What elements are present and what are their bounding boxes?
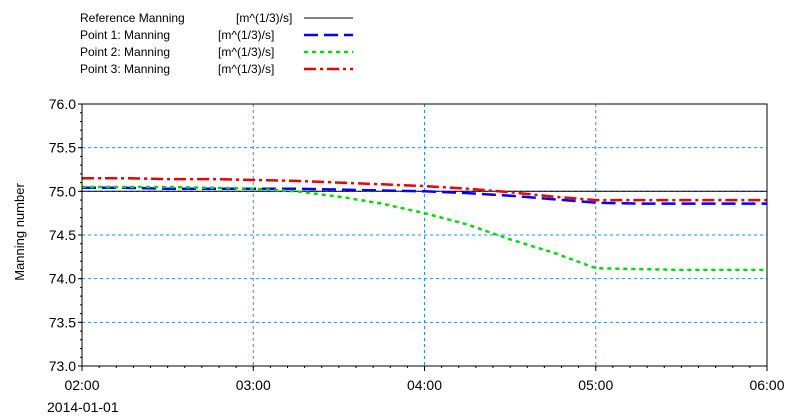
y-tick-label: 73.5: [49, 314, 76, 330]
x-tick-label: 04:00: [407, 377, 442, 393]
x-tick-label: 02:00: [64, 377, 99, 393]
y-tick-label: 73.0: [49, 358, 76, 374]
legend-unit: [m^(1/3)/s]: [218, 45, 274, 59]
series-layer: [82, 176, 767, 272]
legend-unit: [m^(1/3)/s]: [218, 28, 274, 42]
series-line-3: [82, 185, 767, 272]
x-tick-label: 05:00: [578, 377, 613, 393]
plot-border: [81, 103, 768, 367]
legend-unit: [m^(1/3)/s]: [218, 62, 274, 76]
x-tick-label: 06:00: [749, 377, 784, 393]
axes: 73.0 73.5 74.0 74.5 75.0 75.5 76.0 02:00 03:00 04…: [49, 96, 785, 393]
x-axis-date-label: 2014-01-01: [47, 399, 119, 415]
legend-unit: [m^(1/3)/s]: [236, 11, 292, 25]
y-axis-title: Manning number: [12, 183, 27, 281]
y-tick-label: 74.0: [49, 271, 76, 287]
y-tick-label: 75.0: [49, 183, 76, 199]
legend-label: Reference Manning: [80, 11, 185, 25]
series-line-2: [82, 186, 767, 205]
legend: Reference Manning [m^(1/3)/s] Point 1: Man…: [80, 11, 353, 76]
y-tick-label: 75.5: [49, 140, 76, 156]
y-tick-label: 76.0: [49, 96, 76, 112]
legend-label: Point 1: Manning: [80, 28, 170, 42]
y-tick-label: 74.5: [49, 227, 76, 243]
legend-label: Point 2: Manning: [80, 45, 170, 59]
x-tick-label: 03:00: [236, 377, 271, 393]
legend-label: Point 3: Manning: [80, 62, 170, 76]
grid: [82, 104, 767, 366]
